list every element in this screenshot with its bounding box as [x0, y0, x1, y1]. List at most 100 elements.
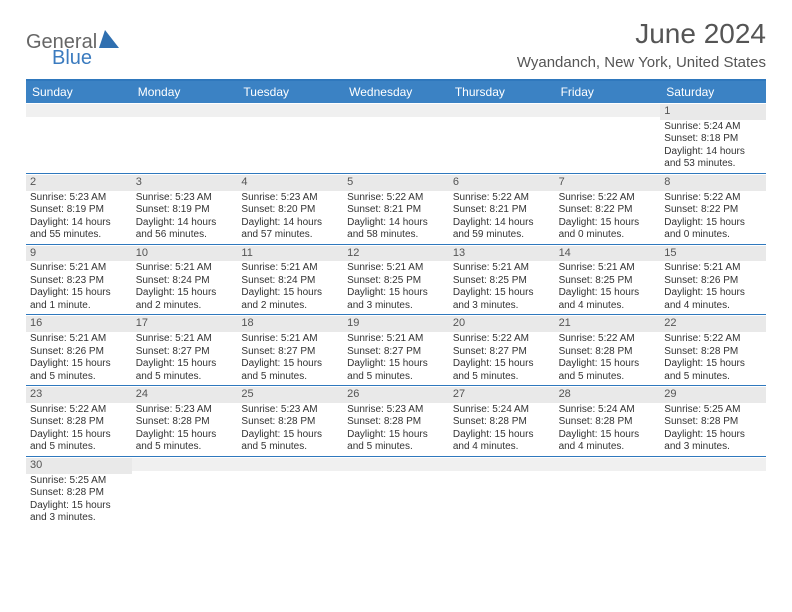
day-info: Sunrise: 5:22 AMSunset: 8:22 PMDaylight:…: [555, 191, 661, 244]
daylight-text: Daylight: 15 hours and 5 minutes.: [347, 358, 445, 383]
daylight-text: Daylight: 15 hours and 4 minutes.: [559, 287, 657, 312]
week-row: 1Sunrise: 5:24 AMSunset: 8:18 PMDaylight…: [26, 103, 766, 174]
week-row: 30Sunrise: 5:25 AMSunset: 8:28 PMDayligh…: [26, 457, 766, 527]
sunrise-text: Sunrise: 5:22 AM: [347, 192, 445, 205]
day-cell: 26Sunrise: 5:23 AMSunset: 8:28 PMDayligh…: [343, 386, 449, 456]
day-cell: 20Sunrise: 5:22 AMSunset: 8:27 PMDayligh…: [449, 315, 555, 385]
day-header: Tuesday: [237, 81, 343, 103]
day-cell: 4Sunrise: 5:23 AMSunset: 8:20 PMDaylight…: [237, 174, 343, 244]
day-info: Sunrise: 5:22 AMSunset: 8:21 PMDaylight:…: [343, 191, 449, 244]
day-cell: 5Sunrise: 5:22 AMSunset: 8:21 PMDaylight…: [343, 174, 449, 244]
day-number: 11: [237, 245, 343, 262]
daylight-text: Daylight: 14 hours and 53 minutes.: [664, 146, 762, 171]
daylight-text: Daylight: 15 hours and 0 minutes.: [559, 217, 657, 242]
day-cell: 2Sunrise: 5:23 AMSunset: 8:19 PMDaylight…: [26, 174, 132, 244]
day-number: 22: [660, 315, 766, 332]
day-number: 25: [237, 386, 343, 403]
day-number: 23: [26, 386, 132, 403]
day-info: Sunrise: 5:21 AMSunset: 8:23 PMDaylight:…: [26, 261, 132, 314]
sunset-text: Sunset: 8:19 PM: [136, 204, 234, 217]
sunrise-text: Sunrise: 5:21 AM: [30, 333, 128, 346]
sunset-text: Sunset: 8:22 PM: [559, 204, 657, 217]
day-number: 10: [132, 245, 238, 262]
day-number: 16: [26, 315, 132, 332]
day-cell: [660, 457, 766, 527]
sunset-text: Sunset: 8:22 PM: [664, 204, 762, 217]
day-number: [449, 103, 555, 117]
day-cell: [132, 103, 238, 173]
day-number: 29: [660, 386, 766, 403]
sunrise-text: Sunrise: 5:22 AM: [559, 333, 657, 346]
sunset-text: Sunset: 8:26 PM: [30, 346, 128, 359]
day-info: Sunrise: 5:22 AMSunset: 8:28 PMDaylight:…: [555, 332, 661, 385]
title-block: June 2024 Wyandanch, New York, United St…: [517, 18, 766, 71]
day-info: Sunrise: 5:21 AMSunset: 8:27 PMDaylight:…: [237, 332, 343, 385]
day-cell: 18Sunrise: 5:21 AMSunset: 8:27 PMDayligh…: [237, 315, 343, 385]
day-number: 30: [26, 457, 132, 474]
week-row: 2Sunrise: 5:23 AMSunset: 8:19 PMDaylight…: [26, 174, 766, 245]
day-number: 6: [449, 174, 555, 191]
day-cell: 14Sunrise: 5:21 AMSunset: 8:25 PMDayligh…: [555, 245, 661, 315]
day-cell: 21Sunrise: 5:22 AMSunset: 8:28 PMDayligh…: [555, 315, 661, 385]
sunset-text: Sunset: 8:25 PM: [559, 275, 657, 288]
sunrise-text: Sunrise: 5:21 AM: [136, 262, 234, 275]
day-info: Sunrise: 5:21 AMSunset: 8:26 PMDaylight:…: [660, 261, 766, 314]
day-info: Sunrise: 5:21 AMSunset: 8:24 PMDaylight:…: [237, 261, 343, 314]
day-info: Sunrise: 5:24 AMSunset: 8:28 PMDaylight:…: [555, 403, 661, 456]
sunset-text: Sunset: 8:19 PM: [30, 204, 128, 217]
day-info: Sunrise: 5:23 AMSunset: 8:28 PMDaylight:…: [132, 403, 238, 456]
day-info: Sunrise: 5:21 AMSunset: 8:27 PMDaylight:…: [343, 332, 449, 385]
sunrise-text: Sunrise: 5:23 AM: [241, 192, 339, 205]
day-cell: 12Sunrise: 5:21 AMSunset: 8:25 PMDayligh…: [343, 245, 449, 315]
daylight-text: Daylight: 15 hours and 1 minute.: [30, 287, 128, 312]
location: Wyandanch, New York, United States: [517, 54, 766, 71]
day-number: 15: [660, 245, 766, 262]
day-number: 9: [26, 245, 132, 262]
day-info: Sunrise: 5:21 AMSunset: 8:25 PMDaylight:…: [555, 261, 661, 314]
day-number: 21: [555, 315, 661, 332]
day-info: Sunrise: 5:21 AMSunset: 8:25 PMDaylight:…: [343, 261, 449, 314]
daylight-text: Daylight: 14 hours and 55 minutes.: [30, 217, 128, 242]
day-cell: [555, 103, 661, 173]
day-number: [343, 103, 449, 117]
day-info: Sunrise: 5:22 AMSunset: 8:21 PMDaylight:…: [449, 191, 555, 244]
sunrise-text: Sunrise: 5:21 AM: [30, 262, 128, 275]
day-cell: 10Sunrise: 5:21 AMSunset: 8:24 PMDayligh…: [132, 245, 238, 315]
day-cell: 24Sunrise: 5:23 AMSunset: 8:28 PMDayligh…: [132, 386, 238, 456]
day-info: Sunrise: 5:22 AMSunset: 8:28 PMDaylight:…: [26, 403, 132, 456]
sunrise-text: Sunrise: 5:22 AM: [453, 333, 551, 346]
header: General Blue June 2024 Wyandanch, New Yo…: [26, 18, 766, 71]
sunrise-text: Sunrise: 5:25 AM: [664, 404, 762, 417]
day-info: Sunrise: 5:25 AMSunset: 8:28 PMDaylight:…: [660, 403, 766, 456]
daylight-text: Daylight: 15 hours and 5 minutes.: [453, 358, 551, 383]
day-number: [132, 457, 238, 471]
sunrise-text: Sunrise: 5:23 AM: [136, 192, 234, 205]
sunset-text: Sunset: 8:18 PM: [664, 133, 762, 146]
daylight-text: Daylight: 15 hours and 5 minutes.: [241, 358, 339, 383]
sunrise-text: Sunrise: 5:21 AM: [241, 333, 339, 346]
day-number: 26: [343, 386, 449, 403]
day-info: Sunrise: 5:21 AMSunset: 8:25 PMDaylight:…: [449, 261, 555, 314]
sunset-text: Sunset: 8:28 PM: [664, 416, 762, 429]
week-row: 9Sunrise: 5:21 AMSunset: 8:23 PMDaylight…: [26, 245, 766, 316]
day-number: 24: [132, 386, 238, 403]
day-info: Sunrise: 5:23 AMSunset: 8:20 PMDaylight:…: [237, 191, 343, 244]
day-number: [132, 103, 238, 117]
daylight-text: Daylight: 14 hours and 56 minutes.: [136, 217, 234, 242]
sunset-text: Sunset: 8:27 PM: [453, 346, 551, 359]
day-info: Sunrise: 5:22 AMSunset: 8:28 PMDaylight:…: [660, 332, 766, 385]
daylight-text: Daylight: 15 hours and 3 minutes.: [664, 429, 762, 454]
day-number: 2: [26, 174, 132, 191]
daylight-text: Daylight: 15 hours and 5 minutes.: [30, 429, 128, 454]
day-cell: [237, 457, 343, 527]
day-header: Thursday: [449, 81, 555, 103]
day-header: Friday: [555, 81, 661, 103]
sunrise-text: Sunrise: 5:21 AM: [559, 262, 657, 275]
day-cell: 16Sunrise: 5:21 AMSunset: 8:26 PMDayligh…: [26, 315, 132, 385]
sunset-text: Sunset: 8:21 PM: [453, 204, 551, 217]
sunrise-text: Sunrise: 5:22 AM: [453, 192, 551, 205]
sunrise-text: Sunrise: 5:25 AM: [30, 475, 128, 488]
day-cell: 1Sunrise: 5:24 AMSunset: 8:18 PMDaylight…: [660, 103, 766, 173]
day-header: Monday: [132, 81, 238, 103]
day-cell: [449, 103, 555, 173]
